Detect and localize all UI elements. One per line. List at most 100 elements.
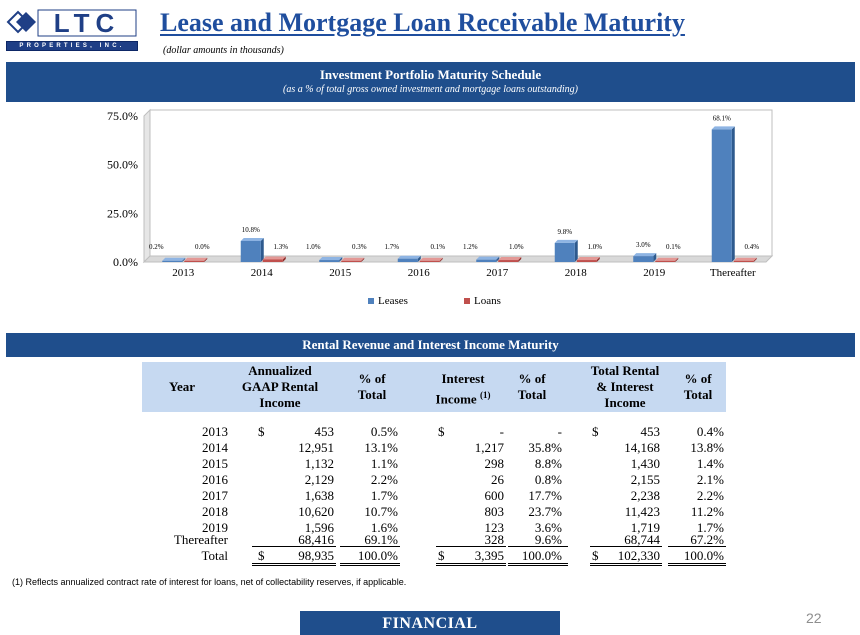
cell-tot-pct: 67.2%: [690, 532, 724, 547]
cell-int-pct: 3.6%: [534, 520, 562, 535]
header-tot-line2: & Interest: [596, 379, 654, 394]
bar-top: [633, 253, 657, 257]
cell-tot-pct: 2.2%: [696, 488, 724, 503]
bar-side: [339, 257, 343, 262]
bar-top: [498, 257, 522, 261]
chart-section-subtitle: (as a % of total gross owned investment …: [283, 84, 578, 95]
bar-leases: [162, 260, 183, 262]
cell-interest-income: 1,217: [474, 440, 504, 455]
amounts-note: (dollar amounts in thousands): [163, 45, 284, 56]
data-label: 0.1%: [666, 243, 681, 251]
cell-gaap-income: 1,132: [304, 456, 334, 471]
cell-tot-pct: 13.8%: [690, 440, 724, 455]
cell-gaap-pct: 100.0%: [357, 548, 398, 563]
x-category-label: 2016: [408, 267, 431, 279]
bar-side: [596, 257, 600, 262]
cell-gaap-income: 1,638: [304, 488, 334, 503]
chart-side-wall: [143, 108, 151, 264]
cell-int-pct: 17.7%: [528, 488, 562, 503]
cell-int-currency: $: [438, 548, 445, 563]
data-label: 68.1%: [713, 114, 731, 122]
total-rule-gaap-pct: [340, 563, 400, 566]
cell-total-income: 102,330: [617, 548, 660, 563]
header-int-line1: Interest: [441, 371, 485, 386]
cell-total-income: 2,155: [630, 472, 660, 487]
legend-swatch: [464, 298, 470, 304]
y-tick-label: 75.0%: [107, 109, 138, 123]
cell-gaap-pct: 0.5%: [370, 424, 398, 439]
table-row: 2018 10,620 10.7% 803 23.7% 11,423 11.2%: [140, 504, 730, 520]
cell-interest-income: 26: [491, 472, 504, 487]
data-label: 0.4%: [744, 243, 759, 251]
cell-total-income: 11,423: [624, 504, 660, 519]
cell-gaap-currency: $: [258, 424, 265, 439]
legend-label: Leases: [378, 295, 408, 307]
logo-letters: LTC: [54, 8, 121, 38]
table-row: 2017 1,638 1.7% 600 17.7% 2,238 2.2%: [140, 488, 730, 504]
subtotal-rule-gaap-pct: [340, 546, 400, 547]
cell-year: Total: [201, 548, 228, 563]
cell-int-currency: $: [438, 424, 445, 439]
table-row: Total $98,935 100.0% $3,395 100.0% $102,330 10…: [140, 548, 730, 564]
cell-year: 2018: [202, 504, 228, 519]
cell-int-pct: 8.8%: [534, 456, 562, 471]
bar-leases: [554, 242, 575, 262]
cell-interest-income: 600: [484, 488, 505, 503]
y-tick-label: 50.0%: [107, 158, 138, 172]
page-title: Lease and Mortgage Loan Receivable Matur…: [160, 8, 685, 37]
cell-gaap-income: 10,620: [298, 504, 334, 519]
header-int-line2: Income: [435, 391, 477, 407]
bar-leases: [319, 260, 340, 262]
bar-leases: [711, 129, 732, 262]
x-category-label: Thereafter: [710, 267, 756, 279]
bar-top: [262, 256, 286, 260]
cell-total-income: 2,238: [630, 488, 660, 503]
cell-int-pct: -: [557, 424, 562, 439]
bar-top: [655, 257, 679, 261]
total-rule-tot-pct: [668, 563, 726, 566]
bar-side: [675, 257, 679, 262]
data-label: 0.1%: [430, 243, 445, 251]
bar-loans: [655, 260, 676, 262]
data-label: 1.2%: [463, 243, 478, 251]
bar-top: [184, 257, 208, 261]
table-row: 2016 2,129 2.2% 26 0.8% 2,155 2.1%: [140, 472, 730, 488]
header-interest: Interest Income (1): [418, 371, 508, 407]
bar-loans: [733, 260, 754, 262]
x-category-label: 2017: [486, 267, 509, 279]
bar-leases: [633, 256, 654, 262]
cell-gaap-currency: $: [258, 548, 265, 563]
total-rule-int-pct: [508, 563, 568, 566]
x-category-label: 2019: [643, 267, 666, 279]
header-pct3-line1: % of: [684, 371, 712, 386]
footnote: (1) Reflects annualized contract rate of…: [12, 577, 407, 587]
bar-loans: [184, 260, 205, 262]
header-tot-line3: Income: [604, 395, 646, 410]
cell-gaap-income: 98,935: [298, 548, 334, 563]
chart-section-title: Investment Portfolio Maturity Schedule: [319, 67, 542, 82]
bar-top: [733, 257, 757, 261]
header-int-pct: % of Total: [492, 371, 572, 403]
data-label: 3.0%: [636, 241, 651, 249]
bar-top: [576, 257, 600, 261]
cell-year: 2017: [202, 488, 228, 503]
data-label: 0.2%: [149, 243, 164, 251]
cell-year: 2016: [202, 472, 228, 487]
cell-int-pct: 100.0%: [521, 548, 562, 563]
x-category-label: 2018: [565, 267, 588, 279]
footer-section-label: FINANCIAL: [300, 611, 560, 635]
subtotal-rule-tot: [590, 546, 662, 547]
data-label: 9.8%: [557, 228, 572, 236]
chart-canvas: 0.0% 25.0% 50.0% 75.0% 0.2% 0.0% 2013 10.8% 1.3%…: [107, 108, 774, 307]
cell-int-pct: 35.8%: [528, 440, 562, 455]
header-tot-line1: Total Rental: [590, 363, 660, 378]
cell-tot-pct: 11.2%: [690, 504, 724, 519]
header-year: Year: [169, 379, 195, 394]
header-pct2-line2: Total: [517, 387, 547, 402]
cell-year: 2015: [202, 456, 228, 471]
table-row: 2013 $453 0.5% $ - - $453 0.4%: [140, 424, 730, 440]
cell-gaap-pct: 10.7%: [364, 504, 398, 519]
y-tick-label: 0.0%: [113, 255, 138, 269]
data-label: 1.0%: [587, 243, 602, 251]
total-rule-gaap: [252, 563, 336, 566]
